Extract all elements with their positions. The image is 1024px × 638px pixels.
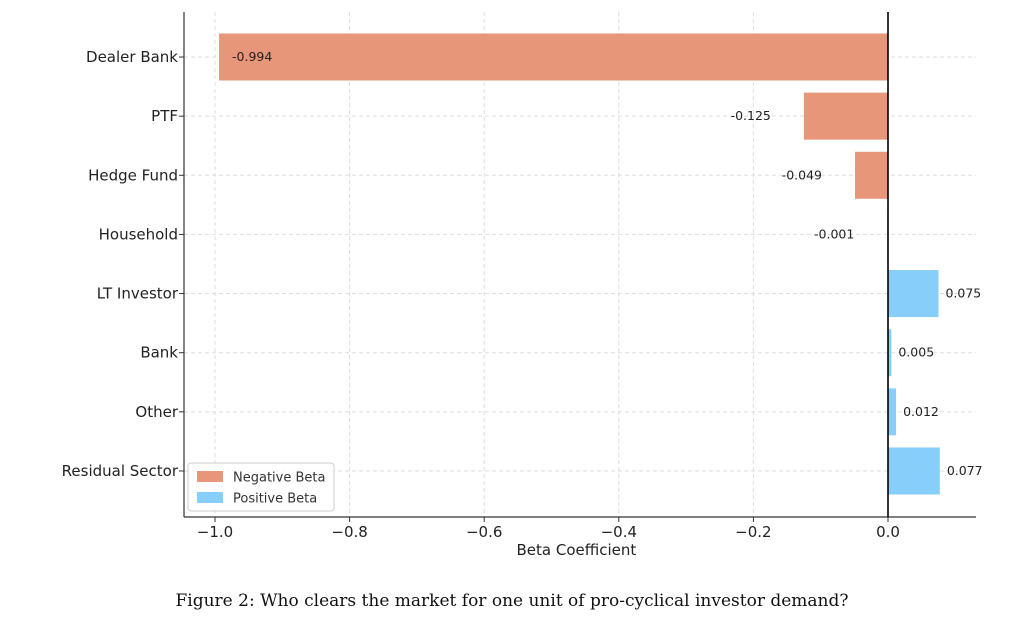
- legend-label: Positive Beta: [233, 492, 317, 507]
- x-tick-label: −0.8: [331, 523, 367, 541]
- bar-lt-investor: [888, 270, 939, 318]
- legend-swatch: [197, 471, 223, 482]
- x-tick-label: −0.6: [466, 523, 502, 541]
- labels: −1.0 −0.8 −0.6 −0.4 −0.2 0.0 Dealer Bank PTF Hed…: [62, 48, 983, 559]
- bar-bank: [888, 329, 892, 377]
- bar-other: [888, 388, 897, 436]
- grid-lines: [184, 12, 976, 517]
- category-label: LT Investor: [97, 285, 179, 303]
- bars: [219, 33, 940, 495]
- category-label: PTF: [151, 107, 178, 125]
- category-label: Residual Sector: [62, 462, 179, 480]
- x-tick-label: 0.0: [876, 523, 900, 541]
- legend-box: [187, 462, 335, 512]
- value-label: 0.005: [898, 345, 934, 360]
- value-label: -0.994: [232, 49, 272, 64]
- value-label: 0.075: [945, 286, 981, 301]
- legend-label: Negative Beta: [233, 471, 325, 486]
- axes: [179, 12, 976, 522]
- category-label: Other: [135, 403, 178, 421]
- x-axis-title: Beta Coefficient: [517, 541, 637, 559]
- x-tick-label: −1.0: [197, 523, 233, 541]
- category-label: Household: [99, 225, 178, 243]
- bar-dealer-bank: [219, 33, 889, 81]
- bar-ptf: [803, 92, 888, 140]
- value-label: -0.125: [731, 108, 771, 123]
- beta-bar-chart: −1.0 −0.8 −0.6 −0.4 −0.2 0.0 Dealer Bank PTF Hed…: [62, 12, 983, 559]
- category-label: Dealer Bank: [86, 48, 178, 66]
- value-label: -0.001: [814, 226, 854, 241]
- bar-residual-sector: [888, 447, 940, 495]
- category-label: Hedge Fund: [88, 166, 178, 184]
- x-tick-label: −0.4: [601, 523, 637, 541]
- bar-hedge-fund: [855, 151, 888, 199]
- x-tick-label: −0.2: [735, 523, 771, 541]
- legend: Negative Beta Positive Beta: [187, 462, 335, 512]
- category-label: Bank: [140, 344, 178, 362]
- value-label: 0.077: [947, 463, 983, 478]
- figure-caption: Figure 2: Who clears the market for one …: [175, 591, 849, 611]
- value-label: 0.012: [903, 404, 939, 419]
- legend-swatch: [197, 492, 223, 503]
- value-label: -0.049: [782, 167, 822, 182]
